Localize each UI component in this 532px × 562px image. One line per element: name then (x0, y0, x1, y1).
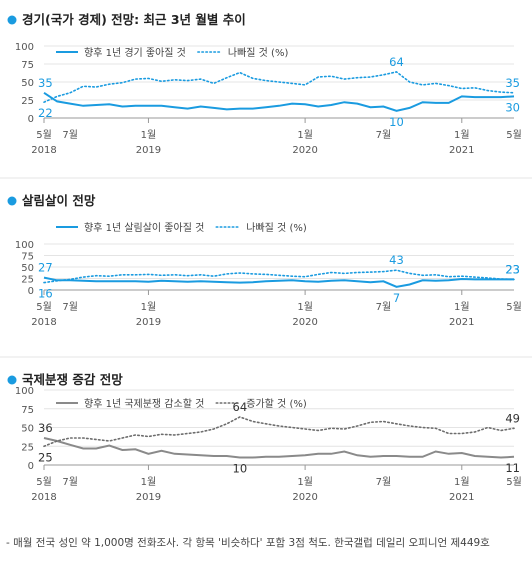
data-label: 23 (505, 262, 520, 276)
series-line-solid (43, 276, 514, 288)
y-tick-label: 75 (21, 252, 34, 263)
series-line-solid (43, 437, 515, 459)
x-year-label: 2018 (31, 492, 56, 503)
y-tick-label: 0 (28, 114, 34, 125)
x-tick-label: 1월 (297, 129, 313, 141)
x-tick-label: 5월 (506, 129, 522, 141)
y-tick-label: 50 (21, 78, 34, 89)
chart-title: 경기(국가 경제) 전망: 최근 3년 월별 추이 (22, 12, 246, 27)
legend: 향후 1년 경기 좋아질 것 나빠질 것 (%) (56, 46, 288, 59)
x-year-label: 2018 (31, 145, 56, 156)
x-tick-label: 7월 (62, 476, 78, 488)
x-tick-label: 1월 (297, 301, 313, 313)
x-tick-label: 1월 (454, 301, 470, 313)
y-tick-label: 75 (21, 60, 34, 71)
title-bullet-icon (7, 375, 17, 385)
y-tick-label: 50 (21, 424, 34, 435)
x-year-label: 2020 (292, 317, 317, 328)
x-tick-label: 1월 (141, 129, 157, 141)
title-bullet-icon (7, 15, 17, 25)
y-tick-label: 50 (21, 263, 34, 274)
y-tick-label: 0 (28, 286, 34, 297)
legend: 향후 1년 국제분쟁 감소할 것 증가할 것 (%) (56, 398, 307, 410)
data-label: 16 (38, 287, 53, 301)
x-tick-label: 7월 (376, 129, 392, 141)
data-label: 49 (505, 411, 520, 425)
x-tick-label: 7월 (376, 301, 392, 313)
y-tick-label: 75 (21, 405, 34, 416)
footnote: - 매월 전국 성인 약 1,000명 전화조사. 각 항목 '비슷하다' 포함… (6, 536, 490, 549)
data-label: 23 (505, 262, 520, 276)
data-label: 64 (233, 400, 248, 414)
data-label: 10 (233, 462, 248, 476)
data-label: 35 (38, 76, 53, 90)
y-tick-label: 0 (28, 461, 34, 472)
x-tick-label: 5월 (506, 301, 522, 313)
x-year-label: 2019 (136, 492, 161, 503)
data-label: 64 (389, 55, 404, 69)
x-year-label: 2021 (449, 492, 474, 503)
series-line-dotted (43, 71, 515, 103)
x-tick-label: 1월 (454, 129, 470, 141)
data-label: 7 (393, 291, 400, 305)
y-tick-label: 100 (15, 386, 34, 397)
legend-label: 나빠질 것 (%) (246, 222, 307, 234)
x-tick-label: 1월 (141, 476, 157, 488)
data-label: 35 (505, 76, 520, 90)
x-year-label: 2021 (449, 145, 474, 156)
y-tick-label: 100 (15, 42, 34, 53)
x-year-label: 2021 (449, 317, 474, 328)
chart-title: 살림살이 전망 (22, 193, 96, 208)
x-tick-label: 5월 (36, 476, 52, 488)
y-tick-label: 100 (15, 240, 34, 251)
x-tick-label: 1월 (141, 301, 157, 313)
series-line-solid (43, 91, 515, 112)
legend-label: 향후 1년 경기 좋아질 것 (84, 46, 186, 59)
x-tick-label: 1월 (297, 476, 313, 488)
x-tick-label: 7월 (62, 129, 78, 141)
x-year-label: 2020 (292, 492, 317, 503)
data-label: 11 (505, 461, 520, 475)
x-year-label: 2018 (31, 317, 56, 328)
x-tick-label: 5월 (506, 476, 522, 488)
x-tick-label: 1월 (454, 476, 470, 488)
title-bullet-icon (7, 196, 17, 206)
y-tick-label: 25 (21, 442, 34, 453)
x-tick-label: 7월 (62, 301, 78, 313)
legend-label: 향후 1년 국제분쟁 감소할 것 (84, 398, 204, 410)
legend: 향후 1년 살림살이 좋아질 것 나빠질 것 (%) (56, 222, 307, 234)
chart-title: 국제분쟁 증감 전망 (22, 372, 123, 387)
data-label: 27 (38, 261, 53, 275)
x-tick-label: 7월 (376, 476, 392, 488)
legend-label: 증가할 것 (%) (246, 398, 307, 410)
x-tick-label: 5월 (36, 129, 52, 141)
data-label: 22 (38, 106, 53, 120)
x-year-label: 2019 (136, 317, 161, 328)
data-label: 25 (38, 450, 53, 464)
x-year-label: 2019 (136, 145, 161, 156)
legend-label: 나빠질 것 (%) (228, 47, 289, 59)
legend-label: 향후 1년 살림살이 좋아질 것 (84, 222, 204, 234)
data-label: 36 (38, 421, 53, 435)
x-tick-label: 5월 (36, 301, 52, 313)
series-line-dotted (43, 269, 515, 284)
x-year-label: 2020 (292, 145, 317, 156)
data-label: 43 (389, 253, 404, 267)
data-label: 10 (389, 115, 404, 129)
data-label: 30 (505, 100, 520, 114)
y-tick-label: 25 (21, 96, 34, 107)
series-line-dotted (43, 416, 515, 448)
y-tick-label: 25 (21, 275, 34, 286)
